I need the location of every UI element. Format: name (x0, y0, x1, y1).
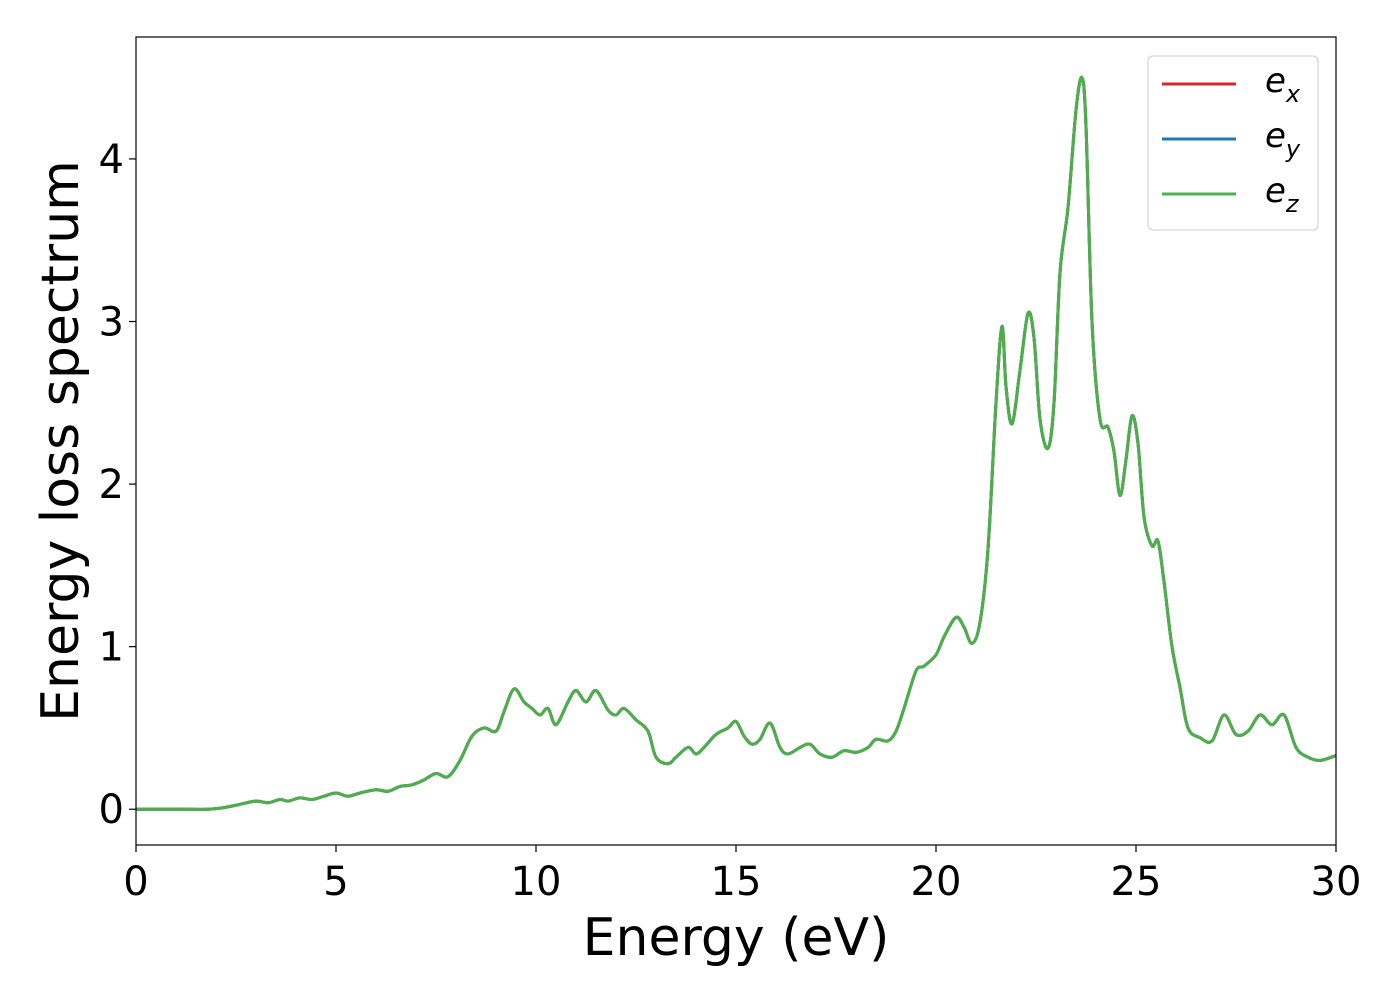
x-tick-label: 10 (511, 859, 562, 905)
legend-label-x: ex (1265, 61, 1301, 108)
x-tick-label: 5 (323, 859, 348, 905)
y-axis-label: Energy loss spectrum (31, 160, 91, 722)
x-tick-label: 25 (1111, 859, 1162, 905)
x-tick-label: 0 (123, 859, 148, 905)
legend-label-y: ey (1265, 116, 1301, 163)
x-tick-label: 30 (1311, 859, 1362, 905)
ticks-layer: 0 5 10 15 20 25 30 0 1 2 3 4 (99, 137, 1362, 905)
legend: ex ey ez (1147, 55, 1319, 231)
y-tick-label: 2 (99, 462, 124, 508)
y-tick-label: 1 (99, 625, 124, 671)
y-tick-label: 3 (99, 300, 124, 346)
series-line-z (136, 75, 1337, 811)
series-layer (136, 75, 1337, 811)
legend-box (1147, 55, 1319, 231)
x-tick-label: 15 (711, 859, 762, 905)
y-tick-label: 0 (99, 787, 124, 833)
y-tick-label: 4 (99, 137, 124, 183)
x-axis-label: Energy (eV) (583, 908, 890, 968)
plot-frame (135, 36, 1337, 846)
x-tick-label: 20 (911, 859, 962, 905)
legend-label-z: ez (1265, 171, 1300, 218)
